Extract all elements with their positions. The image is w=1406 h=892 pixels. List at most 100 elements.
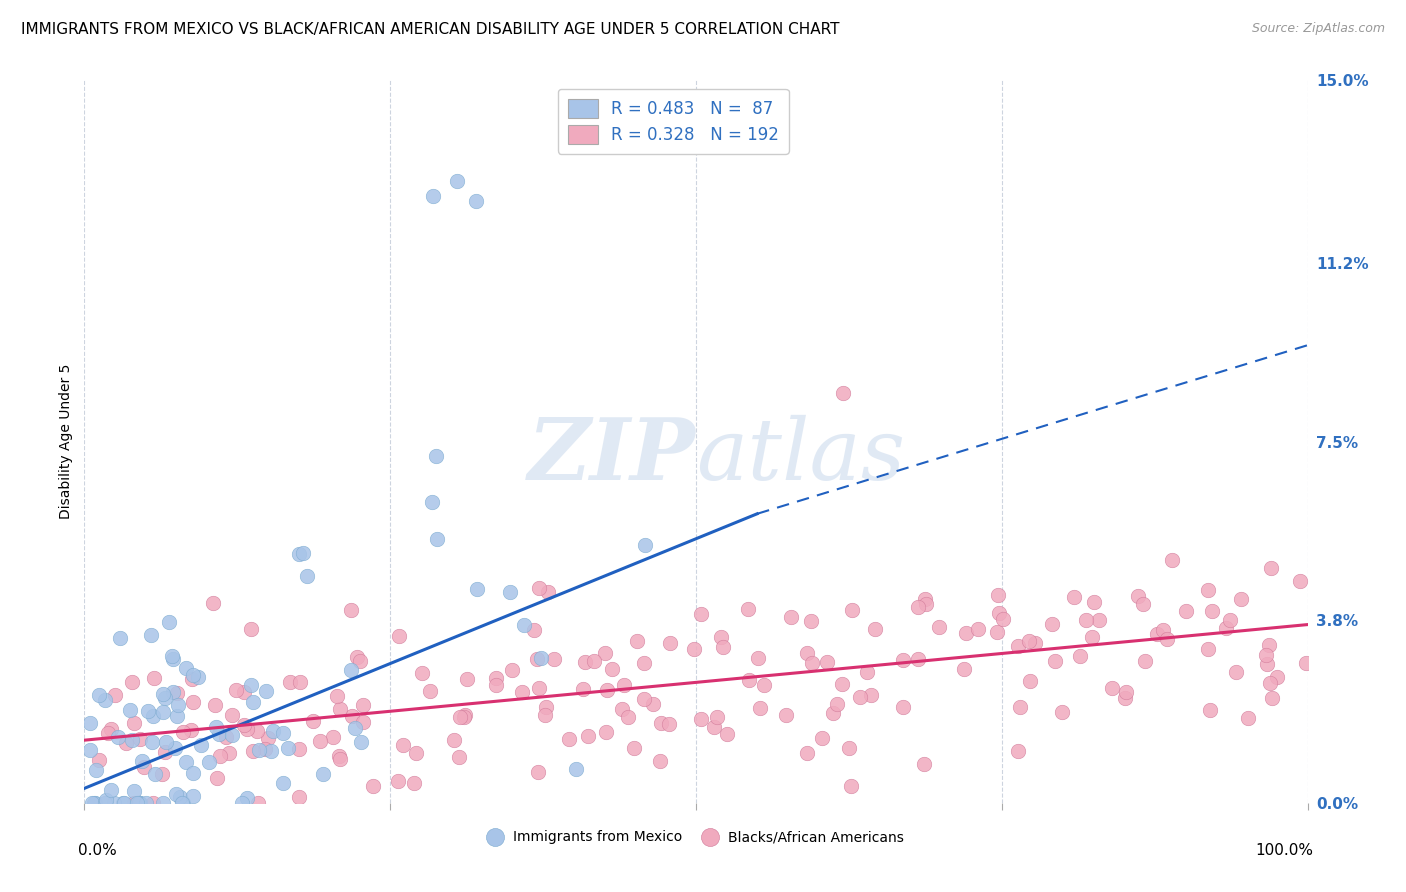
Point xyxy=(1019,673,1042,688)
Point xyxy=(114,736,136,750)
Point xyxy=(271,726,294,740)
Point xyxy=(485,672,508,686)
Point xyxy=(841,603,863,617)
Point xyxy=(208,727,231,741)
Point xyxy=(454,708,477,723)
Point xyxy=(633,656,655,670)
Y-axis label: Disability Age Under 5: Disability Age Under 5 xyxy=(59,364,73,519)
Point xyxy=(1007,640,1029,654)
Point xyxy=(426,532,449,546)
Point xyxy=(326,689,349,703)
Point xyxy=(747,650,769,665)
Point xyxy=(1024,635,1046,649)
Point xyxy=(181,695,204,709)
Point xyxy=(288,742,311,756)
Point xyxy=(530,650,553,665)
Point xyxy=(1132,597,1154,611)
Point xyxy=(1237,711,1260,725)
Point xyxy=(1258,638,1281,652)
Point xyxy=(254,741,277,756)
Point xyxy=(135,796,157,810)
Point xyxy=(447,750,470,764)
Point xyxy=(108,631,131,645)
Point xyxy=(155,745,177,759)
Point xyxy=(1265,670,1288,684)
Point xyxy=(1081,630,1104,644)
Point xyxy=(682,642,704,657)
Point xyxy=(121,732,143,747)
Point xyxy=(526,764,548,779)
Point xyxy=(260,744,283,758)
Point xyxy=(955,625,977,640)
Point xyxy=(863,622,886,636)
Point xyxy=(558,731,581,746)
Point xyxy=(257,731,280,746)
Point xyxy=(94,693,117,707)
Point xyxy=(391,738,413,752)
Point xyxy=(1219,613,1241,627)
Point xyxy=(1126,590,1149,604)
Point xyxy=(121,674,143,689)
Point xyxy=(780,610,803,624)
Text: atlas: atlas xyxy=(696,415,905,498)
Point xyxy=(1289,574,1312,588)
Point xyxy=(891,653,914,667)
Point xyxy=(928,620,950,634)
Point xyxy=(112,796,135,810)
Point xyxy=(131,754,153,768)
Point xyxy=(205,771,228,785)
Point xyxy=(1160,553,1182,567)
Point xyxy=(143,767,166,781)
Point xyxy=(100,722,122,736)
Point xyxy=(578,729,600,743)
Point xyxy=(1258,676,1281,690)
Point xyxy=(796,646,818,660)
Point xyxy=(141,628,163,642)
Point xyxy=(404,775,426,789)
Point xyxy=(658,717,681,731)
Point xyxy=(1069,648,1091,663)
Point xyxy=(710,631,733,645)
Point xyxy=(527,581,550,595)
Point xyxy=(815,655,838,669)
Point xyxy=(302,714,325,728)
Point xyxy=(689,607,711,621)
Point xyxy=(134,760,156,774)
Point xyxy=(648,755,671,769)
Point xyxy=(122,796,145,810)
Point xyxy=(205,720,228,734)
Point xyxy=(612,678,634,692)
Point xyxy=(329,752,352,766)
Point xyxy=(215,730,238,744)
Point xyxy=(111,796,134,810)
Point xyxy=(419,684,441,698)
Point xyxy=(825,697,848,711)
Point xyxy=(775,707,797,722)
Point xyxy=(136,704,159,718)
Point xyxy=(1088,613,1111,627)
Point xyxy=(690,712,713,726)
Point xyxy=(190,738,212,752)
Point xyxy=(181,672,204,686)
Point xyxy=(907,599,929,614)
Point xyxy=(202,596,225,610)
Point xyxy=(465,582,488,596)
Point xyxy=(859,688,882,702)
Point xyxy=(277,741,299,756)
Point xyxy=(1197,582,1219,597)
Point xyxy=(907,652,929,666)
Point xyxy=(87,753,110,767)
Point xyxy=(176,755,198,769)
Point xyxy=(166,709,188,723)
Point xyxy=(288,789,311,804)
Point xyxy=(128,796,150,810)
Point xyxy=(443,732,465,747)
Point xyxy=(1045,654,1067,668)
Point xyxy=(1114,691,1136,706)
Point xyxy=(650,716,672,731)
Point xyxy=(1010,700,1032,714)
Point xyxy=(1152,623,1174,637)
Point xyxy=(754,678,776,692)
Point xyxy=(218,746,240,760)
Point xyxy=(288,675,311,690)
